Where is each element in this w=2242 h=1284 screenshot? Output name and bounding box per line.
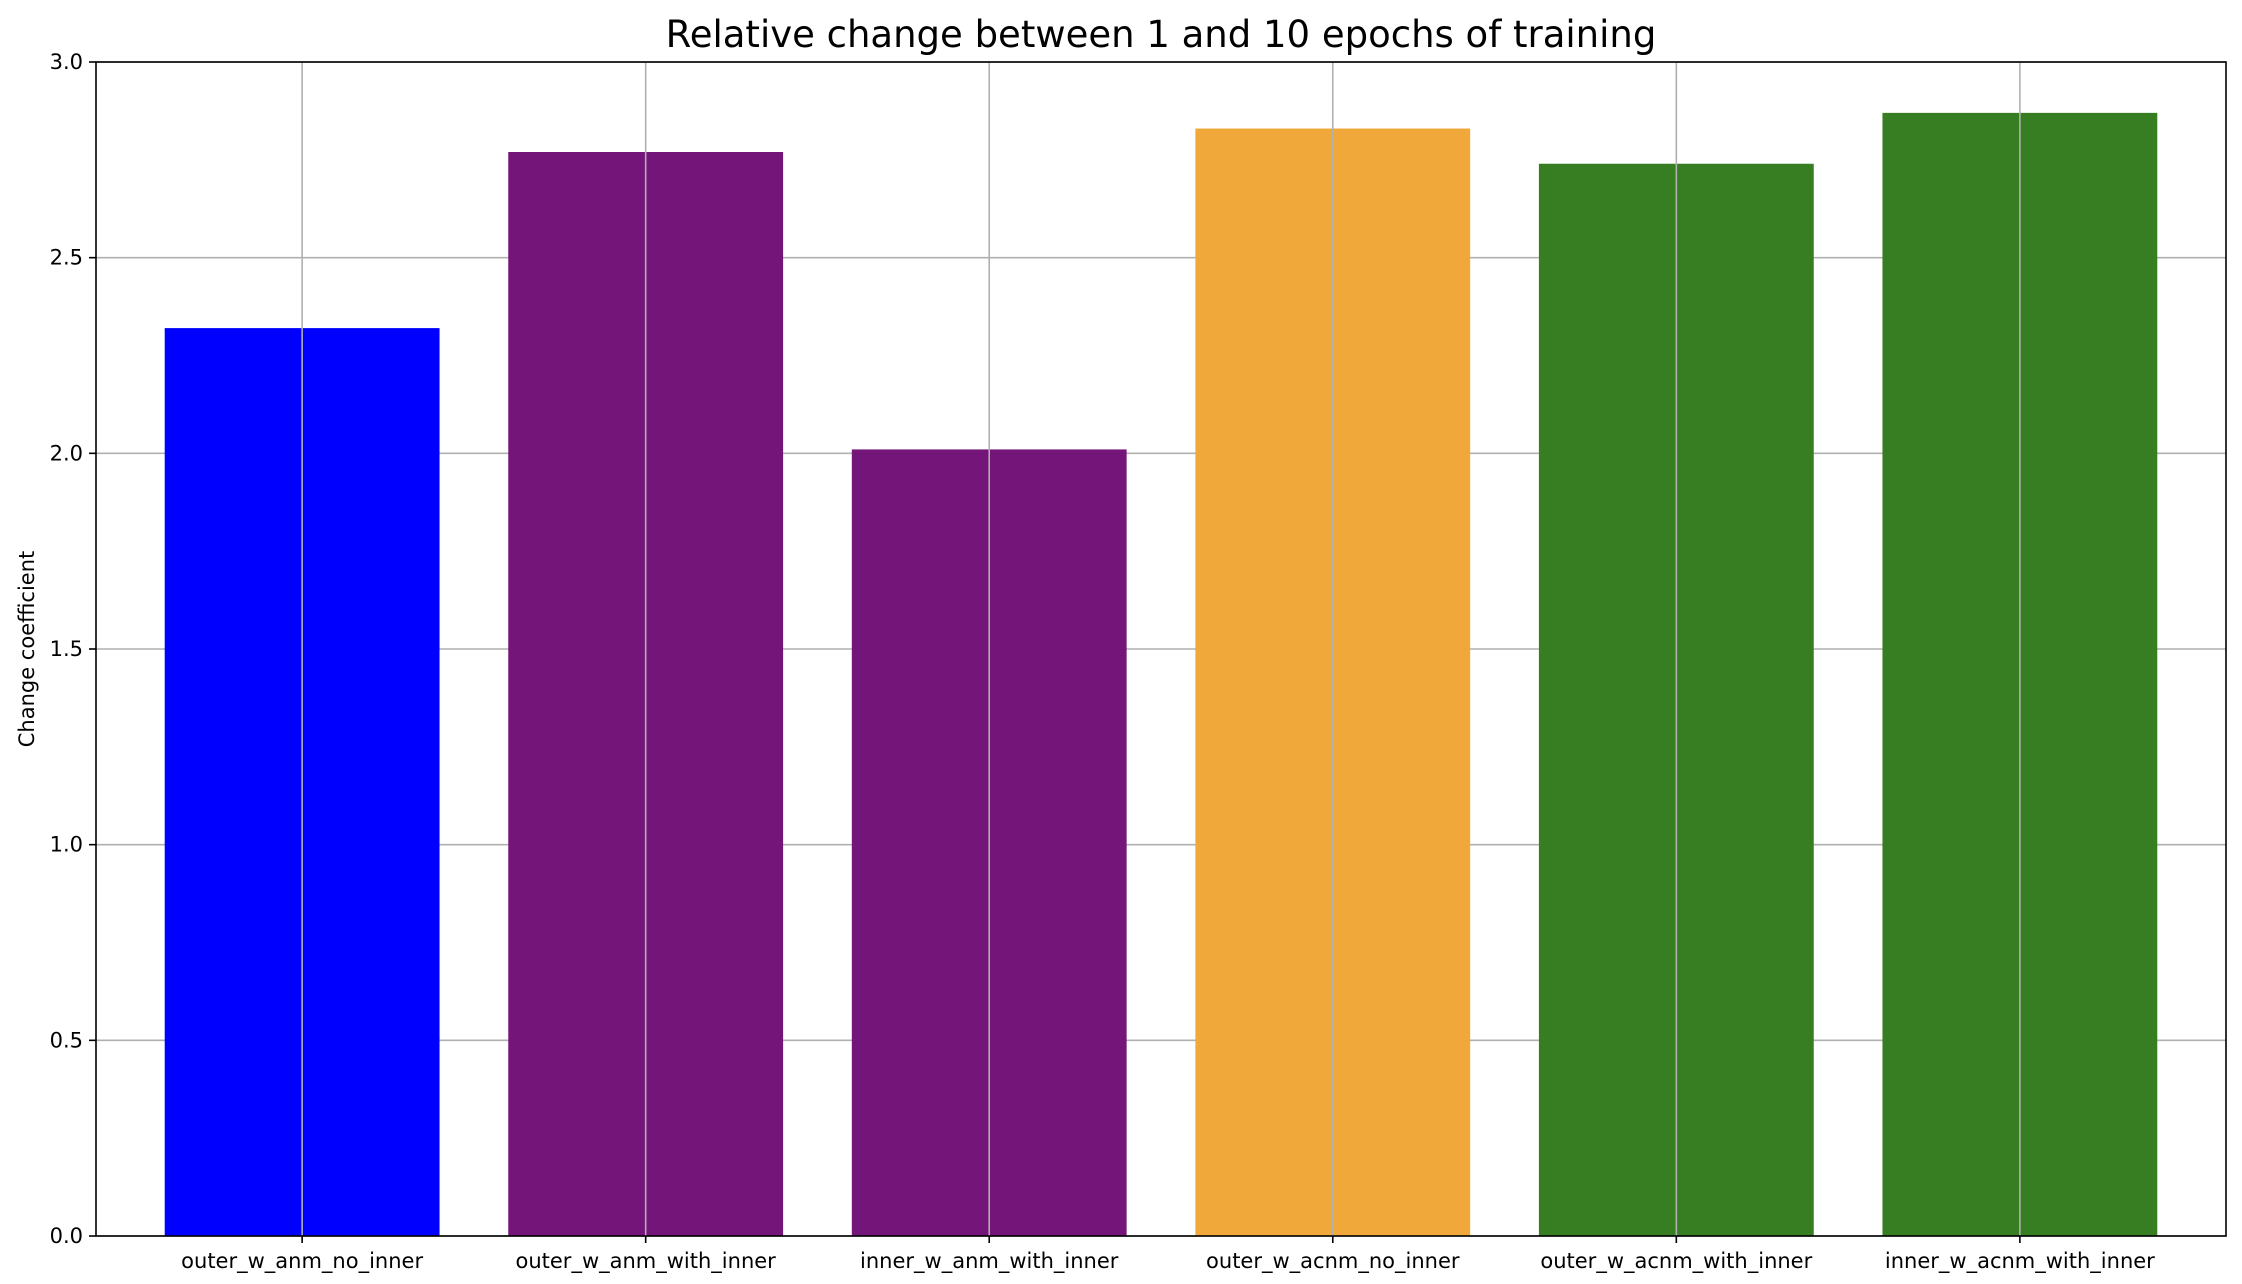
x-tick-label: inner_w_acnm_with_inner xyxy=(1885,1249,2155,1274)
x-tick-label: outer_w_acnm_no_inner xyxy=(1206,1249,1460,1274)
y-tick-label: 2.0 xyxy=(50,441,83,465)
x-tick-label: outer_w_anm_with_inner xyxy=(516,1249,777,1274)
y-axis-label: Change coefficient xyxy=(15,551,39,748)
y-tick-label: 1.5 xyxy=(50,637,83,661)
y-tick-label: 1.0 xyxy=(50,833,83,857)
y-tick-label: 0.0 xyxy=(50,1224,83,1248)
x-tick-label: inner_w_anm_with_inner xyxy=(860,1249,1119,1274)
vertical-grid-lines xyxy=(301,62,2021,1236)
y-tick-label: 3.0 xyxy=(50,50,83,74)
x-axis-ticks: outer_w_anm_no_inner outer_w_anm_with_inn… xyxy=(181,1236,2155,1274)
chart-title: Relative change between 1 and 10 epochs … xyxy=(666,13,1657,56)
y-axis-ticks: 0.0 0.5 1.0 1.5 2.0 2.5 3.0 xyxy=(50,50,96,1248)
y-tick-label: 0.5 xyxy=(50,1028,83,1052)
x-tick-label: outer_w_anm_no_inner xyxy=(181,1249,423,1274)
x-tick-label: outer_w_acnm_with_inner xyxy=(1540,1249,1812,1274)
y-tick-label: 2.5 xyxy=(50,246,83,270)
